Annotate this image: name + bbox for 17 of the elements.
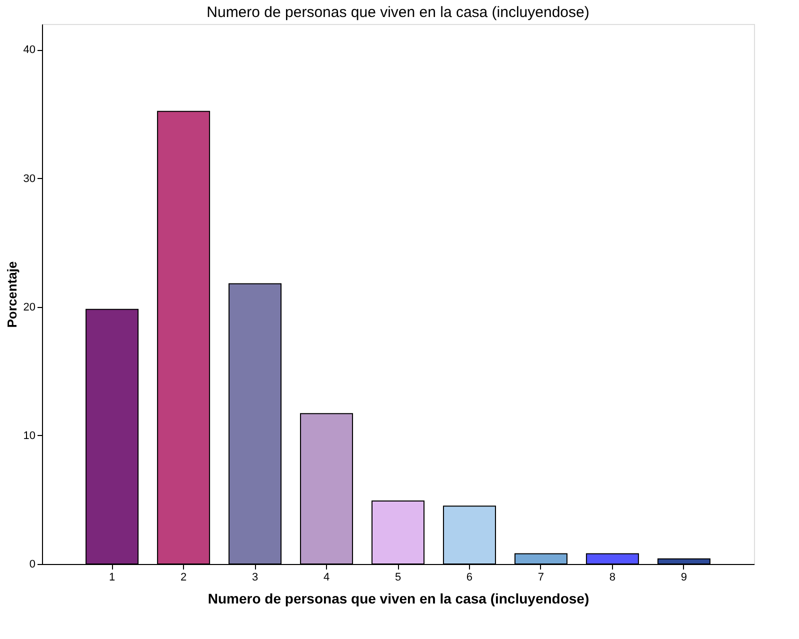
x-tick-label: 5 — [394, 572, 402, 584]
y-tick-label: 20 — [23, 301, 36, 314]
x-tick-label: 7 — [538, 572, 544, 584]
x-tick-label: 4 — [323, 572, 330, 584]
y-tick-label: 40 — [23, 44, 36, 56]
x-tick-label: 9 — [680, 572, 688, 584]
x-tick-label: 3 — [252, 572, 258, 584]
y-axis-title: Porcentaje — [4, 261, 20, 328]
x-tick-label: 6 — [466, 572, 473, 584]
y-tick-label: 0 — [29, 558, 36, 570]
x-tick-label: 1 — [108, 572, 116, 584]
y-tick-label: 30 — [23, 172, 36, 185]
x-axis-title: Numero de personas que viven en la casa (incluyendose) — [208, 590, 590, 606]
chart-title: Numero de personas que viven en la casa (incluyendose) — [206, 4, 590, 21]
y-tick-label: 10 — [23, 430, 36, 442]
x-tick-label: 8 — [609, 572, 616, 584]
x-tick-label: 2 — [180, 572, 187, 584]
